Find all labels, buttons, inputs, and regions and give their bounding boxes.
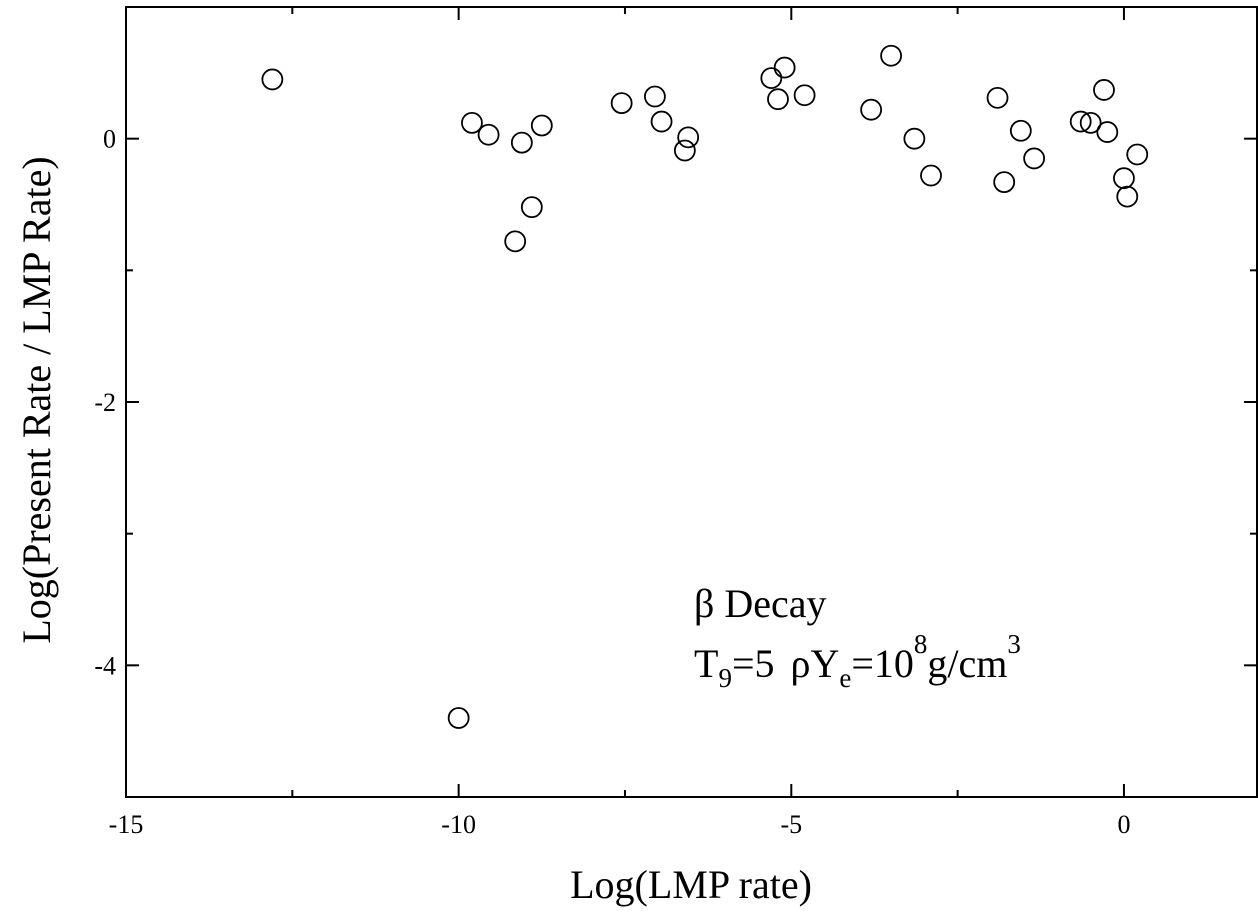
data-point (520, 196, 543, 219)
data-point (673, 139, 696, 162)
annotation-rho-eq: =10 (851, 641, 914, 686)
annotation-t-main: T (694, 641, 718, 686)
x-tick-label: -10 (441, 810, 476, 839)
data-point (530, 114, 553, 137)
data-point (793, 84, 816, 107)
data-point (1093, 79, 1115, 101)
annotation-line1: β Decay (694, 581, 827, 626)
x-tick-label: -15 (109, 810, 144, 839)
data-point (1113, 167, 1135, 190)
data-point (993, 171, 1016, 194)
annotation-rho-sup: 8 (914, 629, 928, 659)
y-axis-title: Log(Present Rate / LMP Rate) (14, 156, 59, 643)
data-point (767, 88, 789, 111)
x-tick-label: 0 (1117, 810, 1130, 839)
annotation-unit-sup: 3 (1007, 629, 1021, 659)
data-point (677, 126, 700, 149)
axis-tick-labels: -15 -10 -5 0 0 -2 -4 (94, 125, 1130, 839)
annotation-rho-sub: e (839, 663, 851, 693)
y-tick-label: 0 (103, 125, 116, 154)
annotation-line2: T9=5 ρYe=108g/cm3 (694, 629, 1021, 693)
chart-annotation: β Decay T9=5 ρYe=108g/cm3 (694, 581, 1021, 693)
annotation-t-eq: =5 (732, 641, 775, 686)
data-point (510, 131, 533, 154)
data-point (477, 123, 500, 146)
data-point (1096, 121, 1119, 143)
data-point (1126, 143, 1149, 166)
data-point (880, 44, 902, 67)
data-point (1023, 147, 1046, 170)
annotation-unit: g/cm (927, 641, 1007, 686)
y-tick-label: -4 (94, 651, 116, 680)
data-point (644, 85, 666, 108)
data-points (261, 44, 1149, 729)
data-point (1009, 119, 1032, 142)
data-point (760, 67, 783, 89)
axis-ticks (125, 6, 1257, 798)
data-point (1069, 110, 1092, 133)
data-point (504, 230, 527, 253)
data-point (773, 56, 796, 79)
x-tick-label: -5 (780, 810, 802, 839)
data-point (903, 127, 926, 150)
data-point (261, 68, 284, 91)
data-point (447, 707, 470, 729)
data-point (860, 98, 883, 121)
data-point (920, 164, 942, 187)
data-point (1116, 185, 1139, 208)
data-point (650, 110, 673, 133)
data-point (1079, 111, 1102, 134)
annotation-t-sub: 9 (718, 663, 732, 693)
x-axis-title: Log(LMP rate) (570, 862, 812, 907)
y-tick-label: -2 (94, 388, 116, 417)
annotation-rho-main: ρY (791, 641, 840, 686)
data-point (461, 111, 483, 134)
data-point (610, 92, 633, 115)
data-point (986, 86, 1009, 109)
plot-frame (125, 6, 1258, 798)
